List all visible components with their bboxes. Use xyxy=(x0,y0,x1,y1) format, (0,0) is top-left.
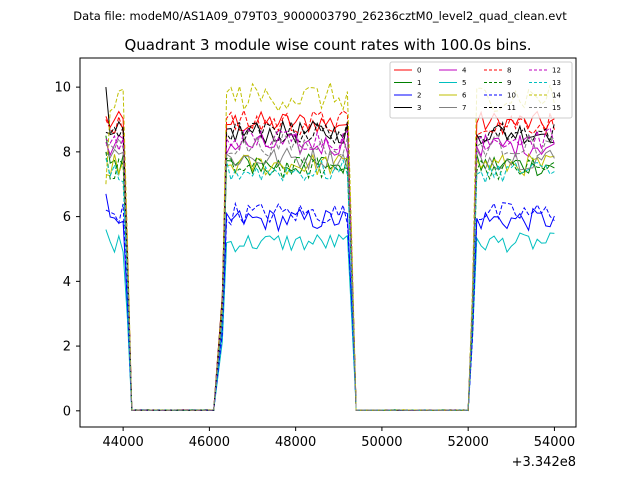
legend-label: 0 xyxy=(417,67,421,75)
series-line-10 xyxy=(105,201,555,412)
series-line-6 xyxy=(105,153,555,411)
x-tick-label: 50000 xyxy=(361,435,402,450)
legend-label: 11 xyxy=(507,104,516,112)
y-tick-label: 10 xyxy=(54,81,71,96)
series-line-1 xyxy=(105,135,555,412)
series-line-9 xyxy=(105,151,555,412)
legend-label: 1 xyxy=(417,79,421,87)
series-line-8 xyxy=(105,108,555,412)
legend-label: 2 xyxy=(417,92,421,100)
series-line-5 xyxy=(105,229,555,412)
x-tick-label: 44000 xyxy=(102,435,143,450)
x-axis: 44000 46000 48000 50000 52000 54000 xyxy=(102,427,575,450)
legend-label: 6 xyxy=(462,92,467,100)
series-line-2 xyxy=(105,193,555,412)
x-tick-label: 54000 xyxy=(534,435,575,450)
series-line-4 xyxy=(105,133,555,412)
legend-label: 5 xyxy=(462,79,466,87)
legend-label: 14 xyxy=(552,92,561,100)
series-line-15 xyxy=(105,133,555,412)
x-tick-label: 52000 xyxy=(447,435,488,450)
series-line-13 xyxy=(105,158,555,412)
legend-label: 12 xyxy=(552,67,561,75)
legend-label: 15 xyxy=(552,104,561,112)
series-line-7 xyxy=(105,147,555,412)
plot-frame xyxy=(79,57,577,428)
y-tick-label: 6 xyxy=(63,210,71,225)
x-tick-label: 48000 xyxy=(275,435,316,450)
legend-label: 13 xyxy=(552,79,561,87)
legend-label: 10 xyxy=(507,92,516,100)
legend-label: 7 xyxy=(462,104,466,112)
y-tick-label: 4 xyxy=(63,275,71,290)
x-offset-label: +3.342e8 xyxy=(512,455,576,470)
legend-label: 3 xyxy=(417,104,421,112)
legend-label: 9 xyxy=(507,79,511,87)
series-line-12 xyxy=(105,127,555,412)
series-lines xyxy=(105,80,555,412)
suptitle: Data file: modeM0/AS1A09_079T03_90000037… xyxy=(73,9,567,23)
y-axis: 0 2 4 6 8 10 xyxy=(54,81,80,419)
y-tick-label: 2 xyxy=(63,340,71,355)
x-tick-label: 46000 xyxy=(189,435,230,450)
series-line-0 xyxy=(105,110,555,412)
y-tick-label: 8 xyxy=(63,145,71,160)
series-line-11 xyxy=(105,119,555,412)
chart-title: Quadrant 3 module wise count rates with … xyxy=(124,36,531,54)
y-tick-label: 0 xyxy=(63,404,71,419)
legend-label: 8 xyxy=(507,67,511,75)
legend-label: 4 xyxy=(462,67,467,75)
legend-box xyxy=(389,61,573,119)
